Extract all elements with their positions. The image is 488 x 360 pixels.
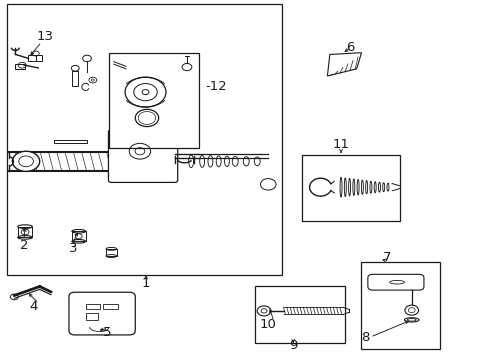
Text: 5: 5 [102, 326, 111, 339]
Text: 6: 6 [346, 41, 354, 54]
Text: 7: 7 [382, 251, 390, 264]
Text: 10: 10 [259, 318, 276, 331]
Text: 9: 9 [288, 339, 297, 352]
Text: 3: 3 [68, 242, 77, 255]
FancyBboxPatch shape [367, 274, 423, 290]
Text: -12: -12 [205, 80, 227, 93]
Text: 4: 4 [30, 300, 38, 313]
Text: 8: 8 [361, 330, 369, 343]
Text: 1: 1 [142, 278, 150, 291]
Bar [72, 231, 85, 241]
Bar [109, 53, 199, 148]
FancyBboxPatch shape [69, 292, 135, 335]
Bar [18, 226, 32, 237]
Bar [85, 313, 98, 320]
Bar [360, 262, 439, 348]
Bar [15, 64, 25, 69]
Circle shape [12, 151, 40, 171]
Text: 13: 13 [37, 30, 54, 43]
Bar [106, 249, 117, 256]
Bar [6, 4, 282, 275]
Bar [255, 286, 345, 343]
Circle shape [404, 305, 418, 315]
FancyBboxPatch shape [108, 130, 177, 183]
Bar [103, 304, 118, 309]
Bar [72, 71, 78, 86]
Bar [302, 155, 399, 221]
Text: 2: 2 [20, 239, 28, 252]
Bar [28, 55, 42, 61]
Text: 11: 11 [332, 138, 349, 151]
Bar [85, 304, 100, 309]
